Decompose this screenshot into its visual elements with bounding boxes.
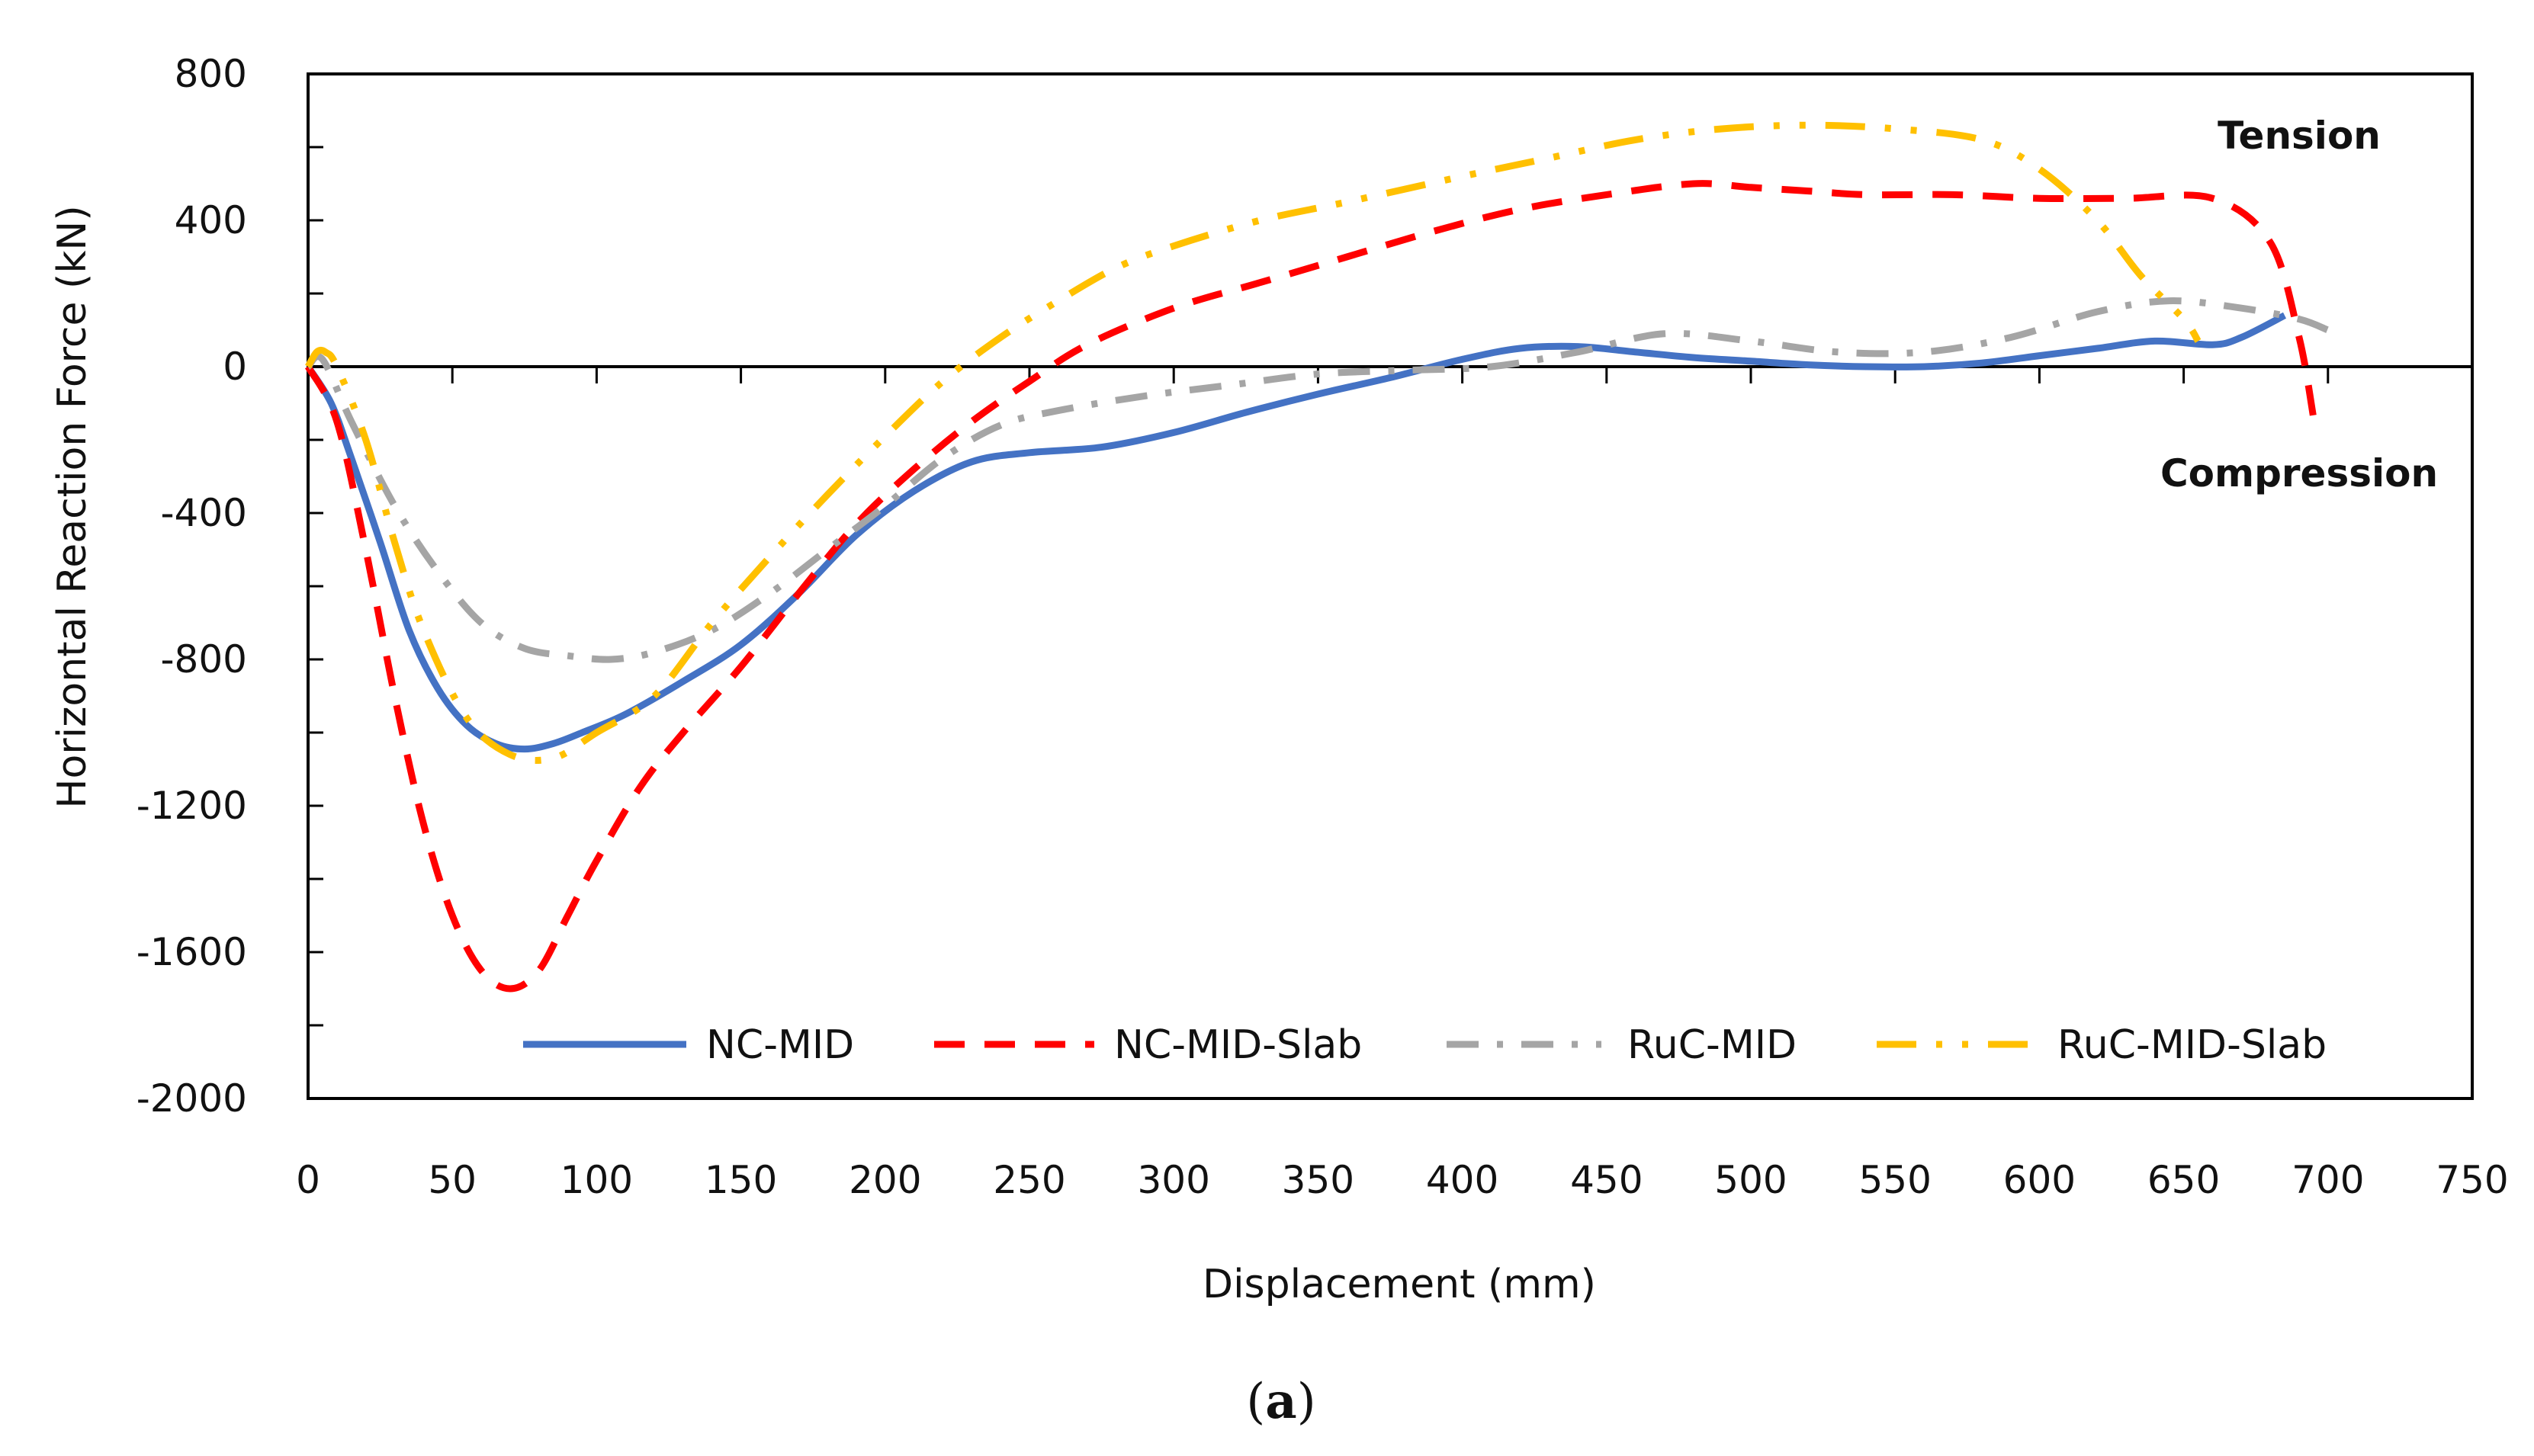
series-line-nc-mid-slab [305, 180, 2317, 993]
x-tick-label: 350 [1282, 1158, 1354, 1202]
series-layer [305, 121, 2330, 993]
figure-caption-letter: a [1265, 1373, 1296, 1430]
y-axis-title: Horizontal Reaction Force (kN) [50, 205, 95, 808]
x-tick-label: 750 [2436, 1158, 2508, 1202]
y-axis: 800 400 0 -400 -800 -1200 -1600 -2000 [136, 52, 323, 1121]
x-tick-label: 450 [1570, 1158, 1643, 1202]
y-tick-label: -2000 [136, 1076, 247, 1121]
legend-label-ruc-mid: RuC-MID [1627, 1022, 1797, 1068]
legend: NC-MID NC-MID-Slab RuC-MID RuC-MID-Slab [523, 1022, 2327, 1068]
series-line-ruc-mid-slab [305, 121, 2202, 765]
x-tick-label: 100 [560, 1158, 633, 1202]
series-line-nc-mid [305, 312, 2287, 753]
x-tick-label: 600 [2003, 1158, 2076, 1202]
x-tick-label: 50 [428, 1158, 477, 1202]
x-tick-label: 250 [993, 1158, 1065, 1202]
x-tick-label: 650 [2147, 1158, 2220, 1202]
y-tick-label: 0 [223, 345, 247, 389]
legend-label-ruc-mid-slab: RuC-MID-Slab [2057, 1022, 2327, 1068]
x-tick-label: 300 [1137, 1158, 1209, 1202]
x-axis-title: Displacement (mm) [1203, 1262, 1596, 1307]
annotation-tension: Tension [2218, 114, 2381, 158]
plot-frame [307, 72, 2474, 1100]
x-tick-label: 400 [1426, 1158, 1498, 1202]
y-tick-label: -1200 [136, 784, 247, 828]
y-tick-label: 400 [175, 198, 247, 242]
x-tick-label: 200 [849, 1158, 921, 1202]
y-tick-label: -400 [161, 491, 247, 535]
figure-caption: (a) [1246, 1373, 1315, 1430]
x-tick-label: 500 [1714, 1158, 1787, 1202]
x-tick-label: 700 [2292, 1158, 2364, 1202]
x-tick-label: 150 [705, 1158, 777, 1202]
plot-border [307, 72, 2474, 1100]
legend-label-nc-mid: NC-MID [706, 1022, 854, 1068]
x-tick-label: 550 [1858, 1158, 1931, 1202]
y-tick-label: -1600 [136, 930, 247, 974]
x-tick-label: 0 [296, 1158, 320, 1202]
x-axis: 0 50 100 150 200 250 300 350 400 450 500 550 600 650 7… [296, 365, 2509, 1202]
annotation-compression: Compression [2160, 451, 2438, 495]
y-tick-label: 800 [175, 52, 247, 96]
legend-label-nc-mid-slab: NC-MID-Slab [1114, 1022, 1362, 1068]
y-tick-label: -800 [161, 637, 247, 681]
